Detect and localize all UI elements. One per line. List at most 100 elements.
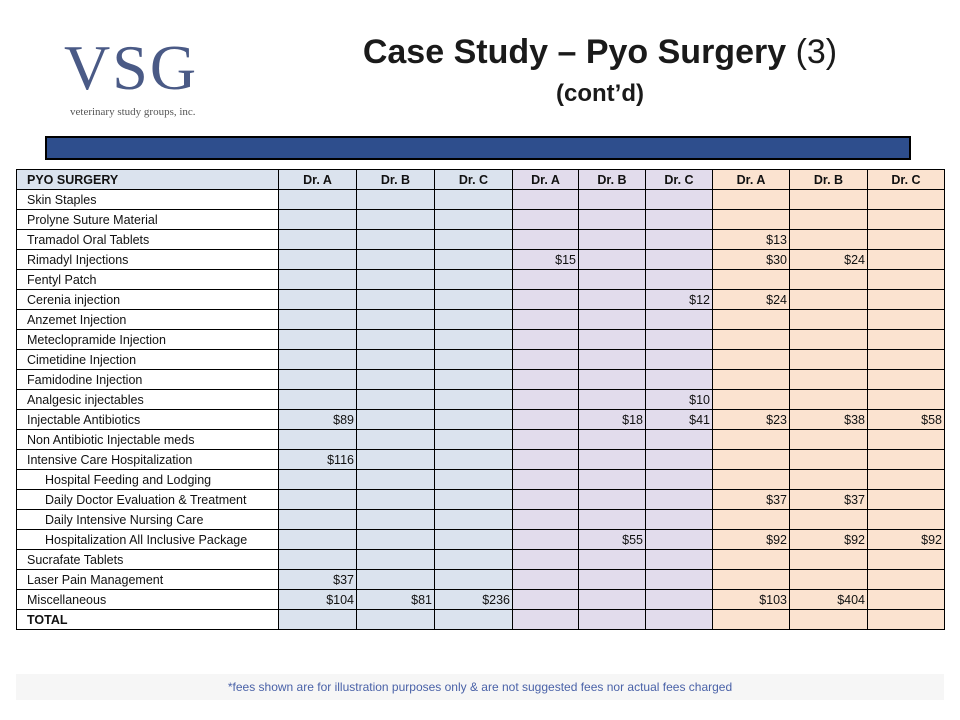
fee-cell [512,609,579,630]
fee-cell [578,429,646,450]
fee-cell: $116 [278,449,357,470]
fee-cell [278,429,357,450]
fee-cell [645,569,713,590]
fee-cell [867,349,945,370]
fee-cell [645,449,713,470]
fee-cell: $24 [712,289,790,310]
fee-cell [789,209,868,230]
fee-cell [512,489,579,510]
fee-cell [867,429,945,450]
column-header: Dr. B [356,169,435,190]
fee-cell: $89 [278,409,357,430]
column-header: Dr. A [712,169,790,190]
fee-cell [512,509,579,530]
fee-cell [512,189,579,210]
fee-cell [578,329,646,350]
table-row: Prolyne Suture Material [16,209,945,230]
fee-cell [356,489,435,510]
column-header: Dr. C [434,169,513,190]
fee-cell [278,269,357,290]
table-row: Hospital Feeding and Lodging [16,469,945,490]
row-label: Hospital Feeding and Lodging [16,469,279,490]
table-row: Anzemet Injection [16,309,945,330]
fee-cell [867,329,945,350]
disclaimer-footer: *fees shown are for illustration purpose… [16,674,944,700]
fee-cell [434,469,513,490]
fee-cell [512,369,579,390]
fee-cell [356,289,435,310]
fee-cell [356,449,435,470]
fee-cell [356,349,435,370]
fee-cell [278,469,357,490]
fee-cell [867,549,945,570]
fee-cell [512,309,579,330]
fee-cell [712,509,790,530]
fee-cell: $23 [712,409,790,430]
logo-text: VSG [64,32,199,103]
fee-cell [512,569,579,590]
fee-cell [867,269,945,290]
fee-cell [434,609,513,630]
table-row: Cimetidine Injection [16,349,945,370]
fee-cell: $37 [712,489,790,510]
table-row: Intensive Care Hospitalization $116 [16,449,945,470]
fee-cell [356,269,435,290]
fee-cell [278,189,357,210]
table-row: Fentyl Patch [16,269,945,290]
fee-cell [434,269,513,290]
fee-cell [434,349,513,370]
table-row: Skin Staples [16,189,945,210]
row-label: Daily Intensive Nursing Care [16,509,279,530]
fee-cell [512,209,579,230]
fee-cell [867,589,945,610]
fee-cell [356,369,435,390]
fee-cell [434,409,513,430]
slide-title: Case Study – Pyo Surgery (3) (cont’d) [260,32,940,110]
fee-cell [578,509,646,530]
fee-cell [789,369,868,390]
fee-cell [512,589,579,610]
fee-cell [789,309,868,330]
fee-cell [789,389,868,410]
title-main: Case Study – Pyo Surgery [362,33,787,71]
fee-cell [578,289,646,310]
fee-cell: $15 [512,249,579,270]
column-header: Dr. B [789,169,868,190]
fee-cell [789,329,868,350]
fee-cell [278,289,357,310]
table-row: Hospitalization All Inclusive Package $55… [16,529,945,550]
row-label: Miscellaneous [16,589,279,610]
fee-cell [278,349,357,370]
fee-cell [512,229,579,250]
table-row: Injectable Antibiotics $89 $18 $41 $23 $38 $58 [16,409,945,430]
table-row: Daily Doctor Evaluation & Treatment $37 $3… [16,489,945,510]
column-header: Dr. A [512,169,579,190]
fee-cell [867,609,945,630]
fee-cell [356,509,435,530]
fee-cell: $103 [712,589,790,610]
fee-cell [645,349,713,370]
row-label: TOTAL [16,609,279,630]
fee-cell [867,309,945,330]
table-row: Daily Intensive Nursing Care [16,509,945,530]
row-label: Skin Staples [16,189,279,210]
fee-cell [712,609,790,630]
title-subtitle: (cont’d) [556,80,644,107]
fee-cell [645,549,713,570]
fee-cell [356,569,435,590]
fee-cell: $81 [356,589,435,610]
fee-cell [712,349,790,370]
fee-cell: $55 [578,529,646,550]
fee-cell: $38 [789,409,868,430]
table-row: Rimadyl Injections $15 $30 $24 [16,249,945,270]
fee-cell [867,249,945,270]
fee-cell [434,489,513,510]
fee-table: PYO SURGERY Dr. A Dr. B Dr. C Dr. A Dr. … [16,169,945,630]
fee-cell [356,229,435,250]
fee-cell: $30 [712,249,790,270]
vsg-logo: VSG veterinary study groups, inc. [62,36,232,124]
fee-cell: $12 [645,289,713,310]
fee-cell [645,329,713,350]
fee-cell [578,389,646,410]
fee-cell [789,469,868,490]
